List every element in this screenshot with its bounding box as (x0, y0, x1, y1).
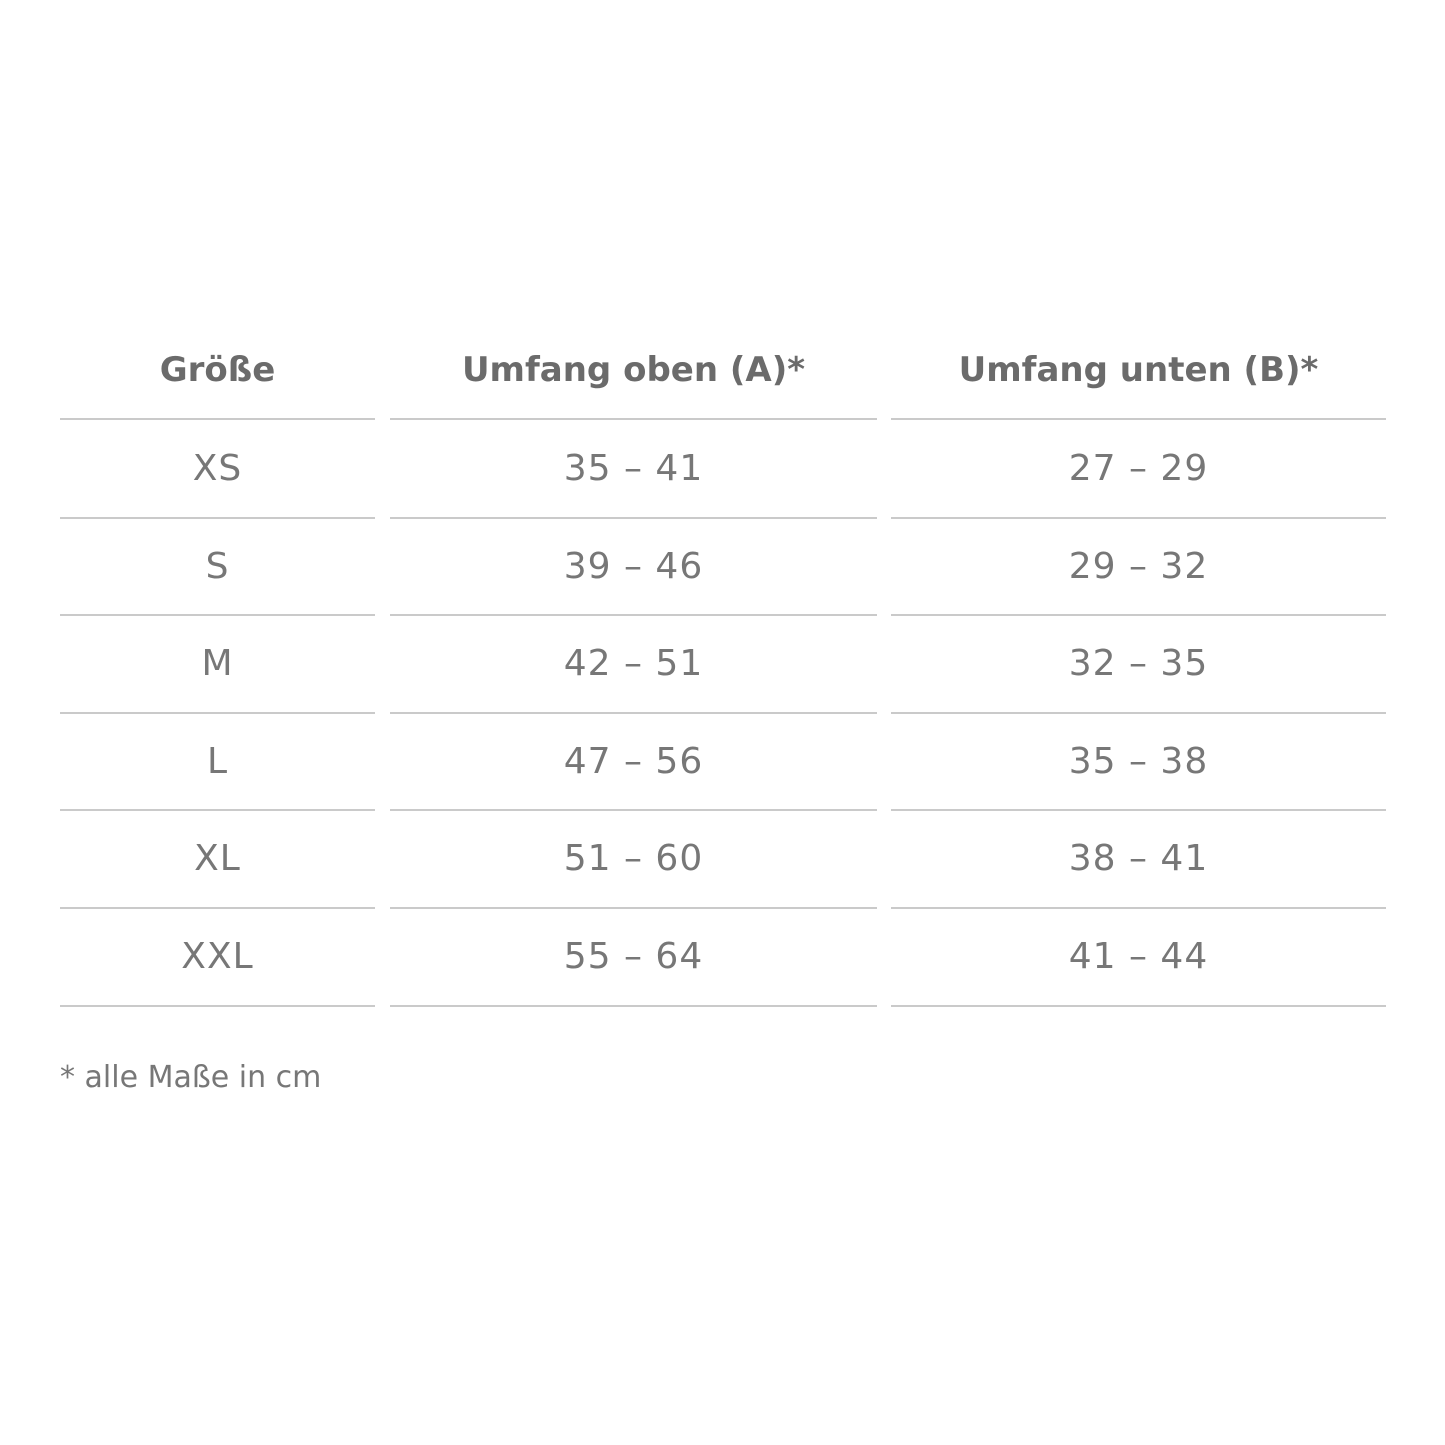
row-divider (390, 712, 877, 714)
table-cell: 35 – 38 (1068, 740, 1209, 782)
table-cell: 51 – 60 (563, 838, 704, 879)
row-divider (60, 614, 375, 616)
row-divider (390, 907, 877, 909)
column-header: Umfang oben (A)* (461, 350, 806, 390)
row-divider (60, 517, 375, 519)
row-divider (390, 418, 877, 420)
table-cell: XL (194, 838, 241, 879)
table-cell: 39 – 46 (563, 545, 704, 587)
row-divider (60, 1005, 375, 1007)
row-divider (390, 517, 877, 519)
table-cell: 35 – 41 (563, 447, 704, 489)
row-divider (891, 1005, 1386, 1007)
row-divider (60, 712, 375, 714)
table-cell: 42 – 51 (563, 643, 704, 684)
table-cell: 38 – 41 (1068, 838, 1209, 879)
table-cell: M (201, 643, 234, 684)
table-cell: 41 – 44 (1068, 936, 1209, 977)
row-divider (891, 418, 1386, 420)
table-cell: L (206, 740, 229, 782)
footnote: * alle Maße in cm (60, 1060, 322, 1095)
row-divider (60, 809, 375, 811)
row-divider (60, 418, 375, 420)
row-divider (891, 517, 1386, 519)
table-cell: 27 – 29 (1068, 447, 1209, 489)
table-cell: 47 – 56 (563, 740, 704, 782)
row-divider (390, 1005, 877, 1007)
table-cell: 32 – 35 (1068, 643, 1209, 684)
row-divider (891, 614, 1386, 616)
row-divider (891, 712, 1386, 714)
table-cell: S (205, 545, 230, 587)
column-header: Umfang unten (B)* (958, 350, 1319, 390)
row-divider (891, 809, 1386, 811)
table-cell: 55 – 64 (563, 936, 704, 977)
row-divider (390, 809, 877, 811)
row-divider (60, 907, 375, 909)
row-divider (891, 907, 1386, 909)
row-divider (390, 614, 877, 616)
column-header: Größe (159, 350, 276, 390)
table-cell: XS (192, 447, 243, 489)
table-cell: 29 – 32 (1068, 545, 1209, 587)
table-cell: XXL (181, 936, 254, 977)
